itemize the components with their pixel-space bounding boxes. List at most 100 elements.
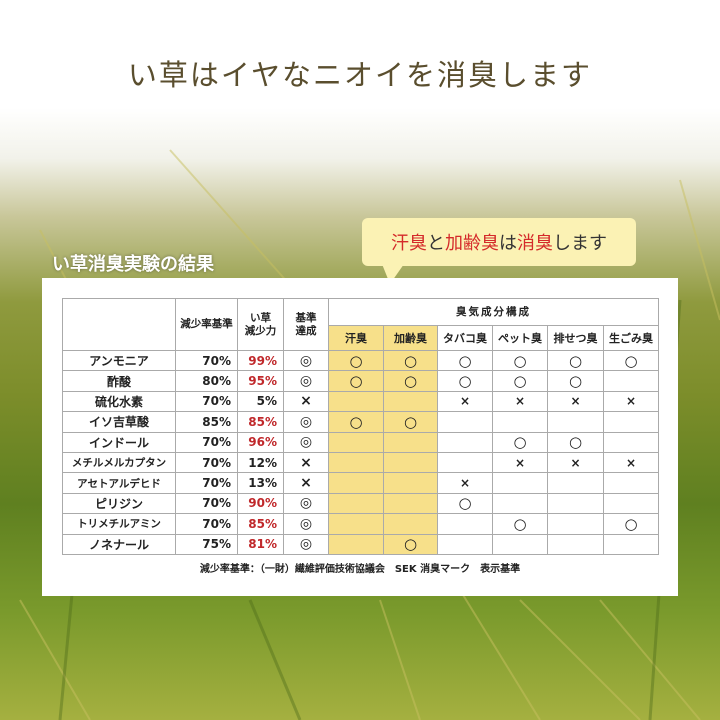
standard-rate: 85% bbox=[175, 411, 238, 433]
odor-mark: × bbox=[603, 451, 659, 474]
odor-mark bbox=[603, 431, 659, 453]
compound-name: ピリジン bbox=[62, 492, 176, 515]
odor-mark: ○ bbox=[492, 431, 548, 453]
achieved-mark: × bbox=[283, 451, 329, 474]
header-odor: ペット臭 bbox=[492, 325, 548, 351]
odor-mark bbox=[603, 472, 659, 494]
odor-mark bbox=[437, 411, 493, 433]
odor-mark: × bbox=[603, 390, 659, 413]
header-odor: 排せつ臭 bbox=[547, 325, 604, 351]
header-achieved: 基準 達成 bbox=[283, 298, 329, 351]
section-label: い草消臭実験の結果 bbox=[52, 254, 214, 275]
compound-name: 酢酸 bbox=[62, 370, 176, 392]
compound-name: インドール bbox=[62, 431, 176, 453]
odor-mark: ○ bbox=[328, 411, 384, 433]
odor-mark bbox=[328, 533, 384, 555]
standard-rate: 70% bbox=[175, 390, 238, 413]
igusa-rate: 99% bbox=[237, 349, 284, 372]
igusa-rate: 96% bbox=[237, 431, 284, 453]
achieved-mark: ◎ bbox=[283, 370, 329, 392]
header-odor: タバコ臭 bbox=[437, 325, 493, 351]
odor-mark: × bbox=[547, 390, 604, 413]
odor-mark: ○ bbox=[328, 349, 384, 372]
callout-text: 汗臭 bbox=[391, 233, 427, 254]
odor-mark bbox=[547, 513, 604, 535]
results-card: 減少率基準 い草 減少力 基準 達成 臭気成分構成 汗臭 加齢臭 タバコ臭 ペット臭排… bbox=[42, 278, 678, 596]
odor-mark: ○ bbox=[492, 370, 548, 392]
callout-text: は bbox=[499, 233, 517, 254]
odor-mark: × bbox=[492, 390, 548, 413]
odor-mark: × bbox=[492, 451, 548, 474]
achieved-mark: × bbox=[283, 472, 329, 494]
odor-mark bbox=[547, 472, 604, 494]
compound-name: イソ吉草酸 bbox=[62, 411, 176, 433]
standard-rate: 70% bbox=[175, 431, 238, 453]
standard-rate: 70% bbox=[175, 513, 238, 535]
odor-mark bbox=[492, 411, 548, 433]
odor-mark: ○ bbox=[383, 411, 438, 433]
odor-mark bbox=[383, 390, 438, 413]
compound-name: ノネナール bbox=[62, 533, 176, 555]
standard-rate: 70% bbox=[175, 472, 238, 494]
igusa-rate: 90% bbox=[237, 492, 284, 515]
odor-mark: × bbox=[437, 390, 493, 413]
odor-mark: ○ bbox=[328, 370, 384, 392]
table-row: トリメチルアミン 70% 85% ◎ ○ ○ bbox=[62, 513, 659, 535]
standard-rate: 75% bbox=[175, 533, 238, 555]
odor-mark bbox=[492, 492, 548, 515]
corner-header bbox=[62, 298, 176, 351]
table-row: ピリジン 70% 90% ◎ ○ bbox=[62, 492, 659, 515]
achieved-mark: × bbox=[283, 390, 329, 413]
table-row: 酢酸 80% 95% ◎ ○ ○ ○ ○ ○ bbox=[62, 370, 659, 392]
achieved-mark: ◎ bbox=[283, 533, 329, 555]
standard-rate: 70% bbox=[175, 349, 238, 372]
callout-text: 加齢臭 bbox=[445, 233, 499, 254]
odor-mark: × bbox=[437, 472, 493, 494]
odor-mark bbox=[437, 513, 493, 535]
odor-mark bbox=[328, 451, 384, 474]
header-standard: 減少率基準 bbox=[175, 298, 238, 351]
odor-mark bbox=[603, 533, 659, 555]
callout-bubble: 汗臭と加齢臭は消臭 します bbox=[362, 218, 636, 284]
odor-mark bbox=[383, 451, 438, 474]
standard-rate: 70% bbox=[175, 492, 238, 515]
odor-mark bbox=[547, 411, 604, 433]
odor-mark: ○ bbox=[547, 370, 604, 392]
odor-mark: ○ bbox=[383, 533, 438, 555]
odor-mark bbox=[547, 533, 604, 555]
odor-mark: ○ bbox=[437, 370, 493, 392]
odor-mark bbox=[383, 431, 438, 453]
header-odor: 汗臭 bbox=[328, 325, 384, 351]
odor-mark: ○ bbox=[492, 349, 548, 372]
compound-name: 硫化水素 bbox=[62, 390, 176, 413]
table-row: 硫化水素 70% 5% × × × × × bbox=[62, 390, 659, 413]
standard-rate: 70% bbox=[175, 451, 238, 474]
header-igusa: い草 減少力 bbox=[237, 298, 284, 351]
odor-mark: ○ bbox=[492, 513, 548, 535]
igusa-rate: 81% bbox=[237, 533, 284, 555]
header-odor: 加齢臭 bbox=[383, 325, 438, 351]
compound-name: アセトアルデヒド bbox=[62, 472, 176, 494]
callout-text: と bbox=[427, 233, 445, 254]
table-row: インドール 70% 96% ◎ ○ ○ bbox=[62, 431, 659, 453]
standard-rate: 80% bbox=[175, 370, 238, 392]
compound-name: トリメチルアミン bbox=[62, 513, 176, 535]
footnote: 減少率基準：（一財）繊維評価技術協議会 SEK 消臭マーク 表示基準 bbox=[199, 564, 521, 575]
odor-mark: ○ bbox=[547, 349, 604, 372]
achieved-mark: ◎ bbox=[283, 513, 329, 535]
odor-mark: ○ bbox=[383, 370, 438, 392]
table-row: アンモニア 70% 99% ◎ ○ ○ ○ ○ ○ ○ bbox=[62, 349, 659, 372]
table-row: メチルメルカプタン 70% 12% × × × × bbox=[62, 451, 659, 474]
header-odor-group: 臭気成分構成 bbox=[328, 298, 659, 326]
odor-mark: ○ bbox=[603, 513, 659, 535]
odor-mark bbox=[547, 492, 604, 515]
table-row: イソ吉草酸 85% 85% ◎ ○ ○ bbox=[62, 411, 659, 433]
achieved-mark: ◎ bbox=[283, 411, 329, 433]
odor-mark: ○ bbox=[437, 349, 493, 372]
igusa-rate: 85% bbox=[237, 513, 284, 535]
odor-mark: × bbox=[547, 451, 604, 474]
compound-name: メチルメルカプタン bbox=[62, 451, 176, 474]
table-row: ノネナール 75% 81% ◎ ○ bbox=[62, 533, 659, 555]
odor-mark bbox=[328, 513, 384, 535]
achieved-mark: ◎ bbox=[283, 431, 329, 453]
